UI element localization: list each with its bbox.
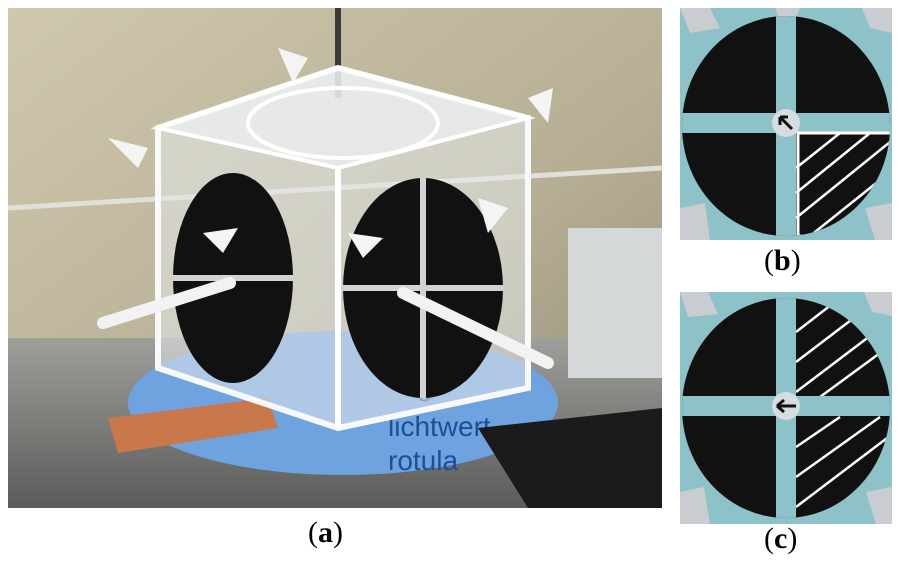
vane-disk-b-illustration (680, 8, 892, 240)
photo-cube-illustration: eg lichtwert rotula (8, 8, 662, 508)
top-window (246, 86, 440, 160)
tab (108, 138, 148, 168)
photo-cube-apparatus: eg lichtwert rotula (8, 8, 662, 508)
caption-a: (a) (308, 516, 343, 549)
tab (478, 198, 508, 233)
photo-vane-disk-b (680, 8, 892, 240)
cube-top-face (150, 65, 536, 171)
tab (203, 228, 238, 253)
copper-tape (108, 398, 278, 453)
disk-label-line2: rotula (388, 445, 458, 476)
tab (278, 48, 308, 83)
caption-c: (c) (764, 522, 798, 555)
background-equipment (568, 228, 662, 378)
left-rod (97, 277, 236, 329)
tab (528, 88, 553, 123)
foil-tabs (680, 292, 892, 524)
black-clamp (478, 408, 662, 508)
vane-disk-c-illustration (680, 292, 892, 524)
caption-b: (b) (764, 244, 801, 277)
foil-tabs (680, 8, 892, 240)
arrow-left-icon (776, 398, 796, 414)
tab (348, 233, 383, 258)
photo-vane-disk-c (680, 292, 892, 524)
right-rod (397, 287, 554, 369)
arrow-up-left-icon (778, 115, 794, 131)
